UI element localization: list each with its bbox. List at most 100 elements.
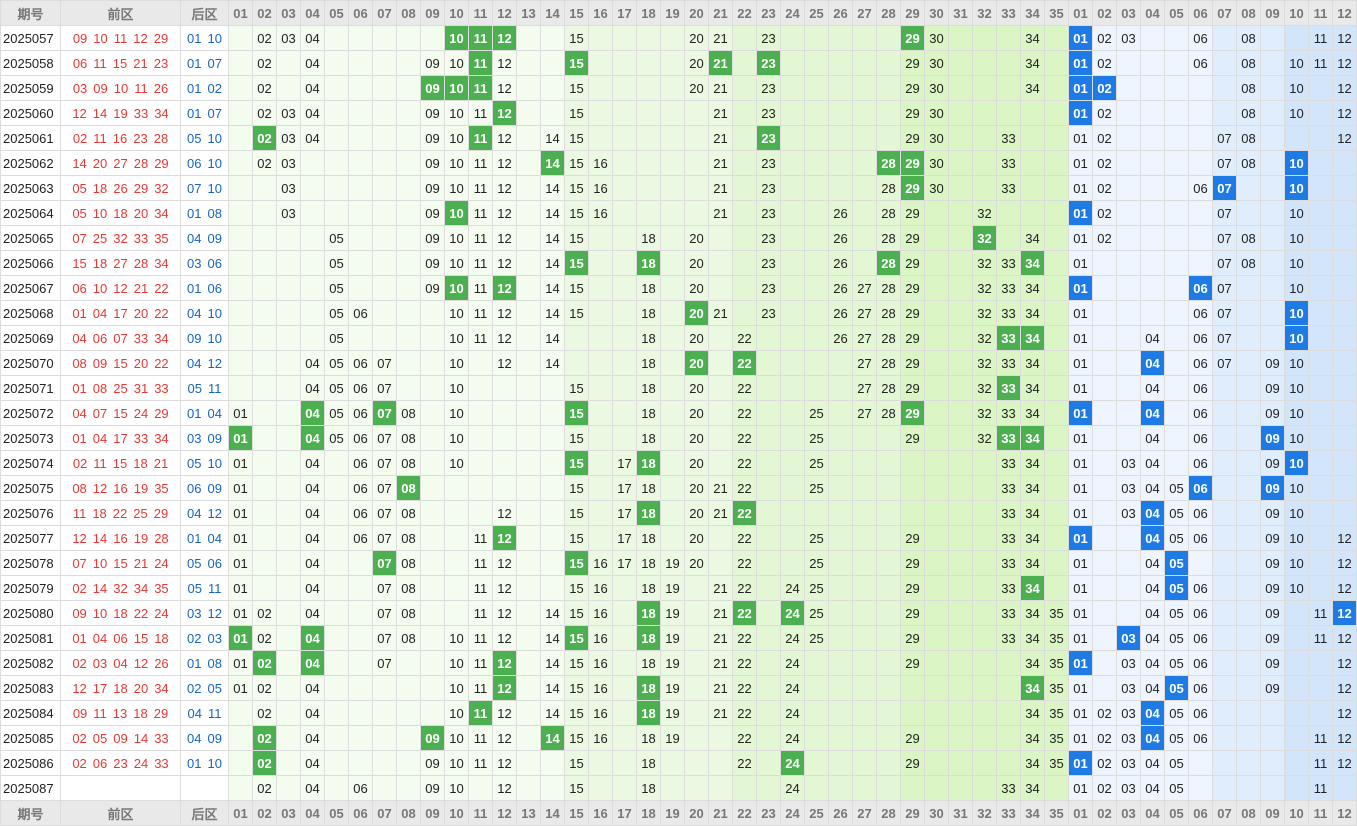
header-back: 后区 [180,0,229,26]
front-cell [252,400,277,426]
front-cell: 34 [1020,350,1045,376]
front-hit: 23 [756,50,781,76]
front-number: 21 [133,55,148,71]
front-col-header: 17 [612,800,637,826]
back-cell [1308,225,1333,251]
front-cell [420,650,445,676]
front-cell: 30 [924,150,949,176]
front-cell [348,175,373,201]
back-cell [1308,125,1333,151]
back-cell [1260,250,1285,276]
front-cell: 16 [588,700,613,726]
front-number: 19 [133,530,149,546]
back-cell: 11 [1308,50,1333,76]
front-cell [684,775,709,801]
back-cell: 06 [1188,525,1213,551]
front-cell [900,475,925,501]
draw-row: 2025084 09 11 13 18 29 04 11 02 04 10 11 12 14 15 16 18 1… [0,700,1357,726]
front-col-header: 33 [996,800,1021,826]
front-cell [1044,375,1069,401]
front-number: 18 [113,680,128,696]
front-number: 12 [72,530,87,546]
front-cell [828,625,853,651]
front-cell: 15 [564,650,589,676]
front-col-header: 20 [684,800,709,826]
front-col-header: 05 [324,0,349,26]
front-cell [516,625,541,651]
front-cell [420,325,445,351]
front-hit: 14 [540,725,565,751]
back-number: 06 [187,480,202,496]
back-cell [1188,550,1213,576]
front-cell: 04 [300,475,325,501]
front-cell [588,750,613,776]
front-cell [804,300,829,326]
front-col-header: 02 [252,0,277,26]
front-cell [252,225,277,251]
front-col-header: 34 [1020,0,1045,26]
front-cell [804,200,829,226]
back-hit: 04 [1140,500,1165,526]
front-numbers: 02 03 04 12 26 [60,650,181,676]
draw-row: 2025083 12 17 18 20 34 02 05 01 02 04 10 11 12 14 15 16 1… [0,675,1357,701]
front-cell [876,75,901,101]
front-number: 11 [93,705,107,721]
front-number: 01 [72,305,87,321]
front-cell: 30 [924,50,949,76]
front-cell: 34 [1020,700,1045,726]
front-cell: 26 [828,250,853,276]
back-numbers: 04 12 [180,350,229,376]
back-cell [1092,525,1117,551]
front-number: 07 [113,330,128,346]
front-cell [348,125,373,151]
front-cell [324,775,349,801]
front-number: 33 [133,330,149,346]
front-cell [540,425,565,451]
front-cell [852,550,877,576]
front-cell [252,425,277,451]
front-cell [348,625,373,651]
draw-row: 2025059 03 09 10 11 26 01 02 02 04 09 10 11 12 15 20 21 2… [0,75,1357,101]
front-cell [228,250,253,276]
issue: 2025083 [0,675,61,701]
back-cell [1236,425,1261,451]
front-cell: 11 [468,275,493,301]
front-cell: 01 [228,575,253,601]
back-cell: 12 [1332,675,1357,701]
front-cell [972,500,997,526]
front-number: 02 [72,730,87,746]
front-cell [1044,400,1069,426]
front-cell: 01 [228,650,253,676]
front-cell: 29 [900,225,925,251]
front-cell [252,550,277,576]
front-cell: 35 [1044,675,1069,701]
front-cell: 03 [276,100,301,126]
front-cell: 17 [612,500,637,526]
front-cell [852,175,877,201]
front-cell: 02 [252,75,277,101]
front-number: 15 [72,255,87,271]
front-cell [348,200,373,226]
front-cell [972,600,997,626]
back-hit: 01 [1068,525,1093,551]
front-number: 26 [113,180,128,196]
front-number: 21 [133,555,149,571]
back-cell: 04 [1140,575,1165,601]
front-cell: 06 [348,525,373,551]
back-number: 01 [187,280,202,296]
front-number: 29 [154,405,169,421]
back-cell [1332,200,1357,226]
front-hit: 15 [564,250,589,276]
front-number: 18 [133,705,148,721]
front-cell: 18 [636,575,661,601]
front-cell: 02 [252,775,277,801]
front-cell: 15 [564,375,589,401]
front-cell [780,450,805,476]
front-col-header: 26 [828,800,853,826]
back-cell: 06 [1188,625,1213,651]
back-numbers: 04 11 [180,700,229,726]
front-number: 27 [113,255,128,271]
back-cell [1092,650,1117,676]
back-col-header: 05 [1164,800,1189,826]
back-cell: 05 [1164,650,1189,676]
